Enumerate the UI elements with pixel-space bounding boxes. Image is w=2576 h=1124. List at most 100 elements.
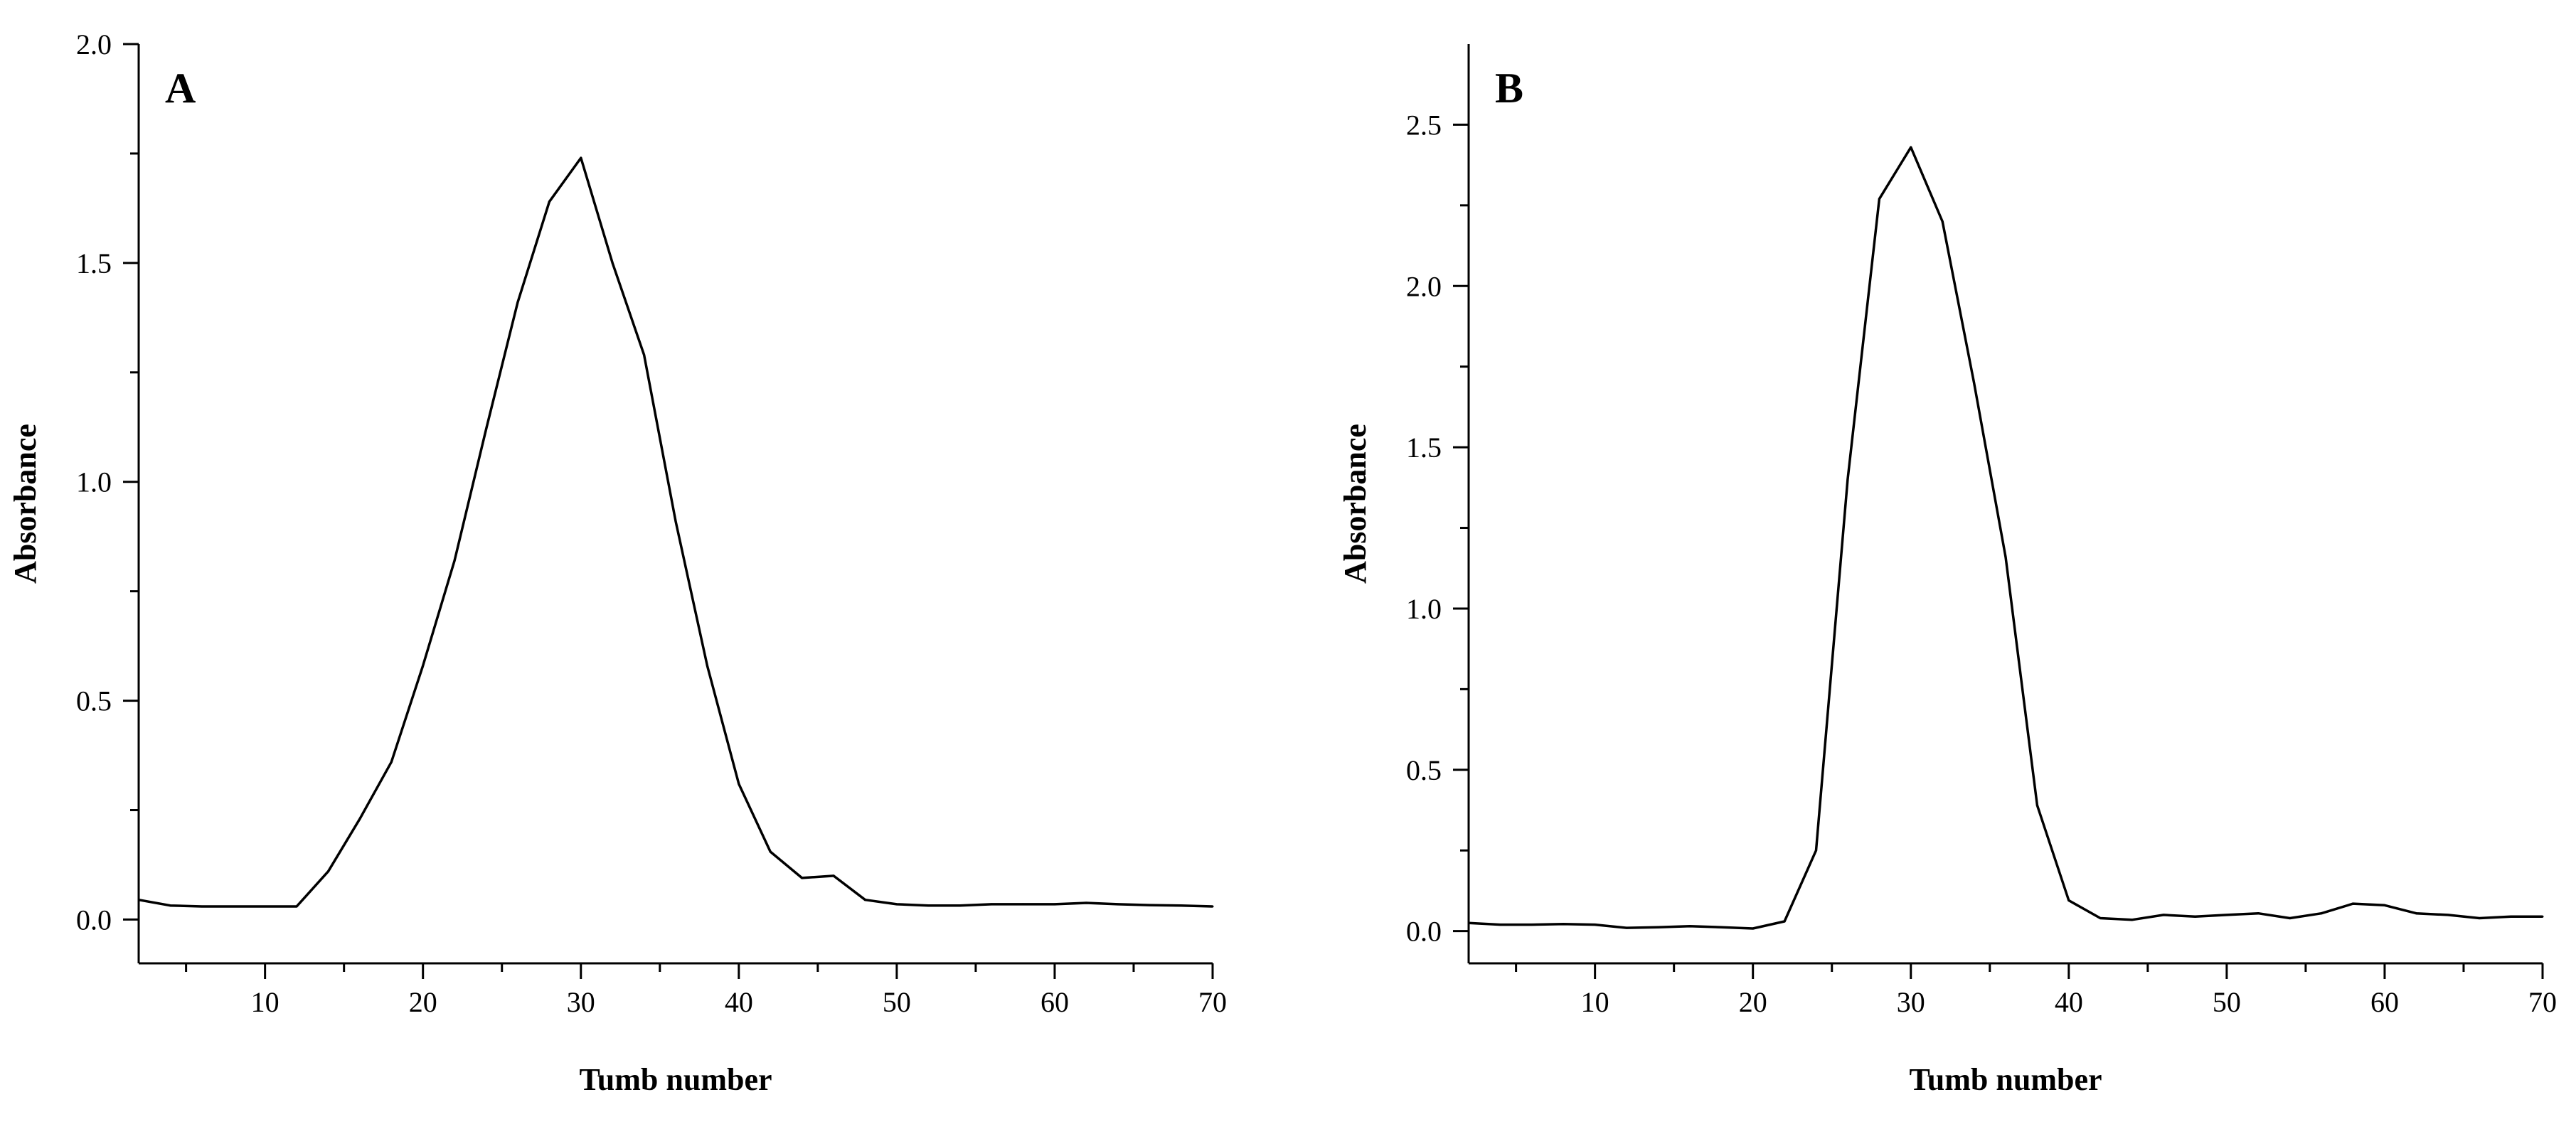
x-axis-title: Tumb number (579, 1062, 772, 1097)
data-point (2193, 915, 2196, 918)
y-tick-label: 1.0 (76, 466, 112, 498)
data-point (1594, 924, 1597, 926)
y-axis-title: Absorbance (1338, 424, 1373, 584)
data-point (232, 905, 235, 908)
data-point (1752, 927, 1755, 930)
data-point (1783, 920, 1786, 923)
data-point (1941, 220, 1944, 223)
data-point (1815, 849, 1818, 852)
x-tick-label: 70 (1198, 986, 1227, 1018)
data-point (2225, 914, 2228, 916)
data-point (2352, 902, 2355, 905)
data-point (2257, 912, 2260, 915)
data-point (264, 905, 267, 908)
data-point (358, 818, 361, 820)
data-point (863, 899, 866, 901)
data-point (2383, 904, 2386, 906)
data-point (580, 156, 582, 159)
x-tick-label: 50 (2213, 986, 2241, 1018)
data-point (326, 870, 329, 873)
x-tick-label: 60 (2370, 986, 2399, 1018)
data-point (738, 783, 740, 786)
data-point (1211, 905, 1214, 908)
data-point (2289, 916, 2292, 919)
y-tick-label: 0.0 (1406, 916, 1442, 948)
data-point (2510, 915, 2513, 918)
y-tick-label: 2.0 (1406, 270, 1442, 302)
data-point (2131, 919, 2134, 921)
data-point (1531, 924, 1533, 926)
data-point (1910, 146, 1912, 149)
chart-panel-a: 10 20 30 40 50 60 70 0.0 0.5 1.0 1.5 2.0 Tumb number… (8, 28, 1227, 1097)
data-point (1625, 926, 1628, 929)
y-tick-label: 1.5 (1406, 432, 1442, 464)
x-tick-label: 10 (251, 986, 280, 1018)
x-tick-label: 10 (1581, 986, 1609, 1018)
y-tick-label: 2.5 (1406, 109, 1442, 141)
data-point (2320, 912, 2323, 915)
x-tick-label: 20 (409, 986, 437, 1018)
data-point (2067, 899, 2070, 902)
data-point (2099, 916, 2102, 919)
data-point (611, 262, 614, 264)
data-point (1973, 381, 1976, 384)
data-point (1656, 926, 1659, 928)
y-tick-label: 0.5 (76, 685, 112, 717)
x-tick-label: 40 (2055, 986, 2083, 1018)
chart-panel-b: 10 20 30 40 50 60 70 0.0 0.5 1.0 1.5 2.0 2.5 Tumb num… (1338, 44, 2557, 1097)
y-tick-label: 1.5 (76, 247, 112, 279)
data-point (169, 904, 171, 907)
data-point (1562, 923, 1565, 926)
data-series-line (138, 156, 1213, 908)
data-point (1688, 925, 1691, 928)
x-axis-title: Tumb number (1909, 1062, 2102, 1097)
data-series-line (1468, 146, 2543, 930)
data-point (2478, 916, 2481, 919)
data-point (959, 904, 962, 907)
data-point (832, 874, 835, 877)
data-point (453, 560, 456, 562)
data-point (295, 905, 298, 908)
x-tick-label: 60 (1040, 986, 1069, 1018)
x-tick-label: 30 (1897, 986, 1925, 1018)
data-point (548, 200, 550, 203)
data-point (485, 428, 488, 431)
data-point (2447, 914, 2449, 916)
data-point (1053, 903, 1056, 906)
y-tick-label: 2.0 (76, 28, 112, 60)
data-point (1117, 903, 1119, 906)
data-point (769, 850, 772, 853)
data-point (674, 520, 677, 523)
x-tick-label: 40 (725, 986, 753, 1018)
data-point (2004, 555, 2007, 558)
data-point (1720, 926, 1723, 928)
data-point (1148, 904, 1151, 906)
data-point (1878, 198, 1880, 200)
data-point (706, 664, 708, 667)
y-tick-label: 1.0 (1406, 593, 1442, 625)
data-point (927, 904, 930, 907)
data-point (895, 903, 898, 906)
data-point (201, 905, 203, 908)
data-point (2541, 915, 2544, 918)
panel-label: A (165, 65, 196, 112)
data-point (2035, 804, 2038, 807)
x-tick-label: 50 (883, 986, 911, 1018)
data-point (137, 899, 140, 901)
y-axis-title: Absorbance (8, 424, 43, 584)
data-point (2162, 914, 2165, 916)
data-point (1499, 924, 1501, 926)
data-point (1467, 921, 1470, 924)
y-tick-label: 0.0 (76, 904, 112, 936)
x-tick-label: 30 (567, 986, 595, 1018)
panel-label: B (1495, 65, 1523, 112)
x-tick-label: 70 (2528, 986, 2557, 1018)
data-point (422, 664, 425, 667)
data-point (990, 903, 993, 906)
data-point (801, 877, 804, 879)
data-point (390, 761, 393, 764)
data-point (516, 301, 519, 304)
x-tick-label: 20 (1739, 986, 1767, 1018)
